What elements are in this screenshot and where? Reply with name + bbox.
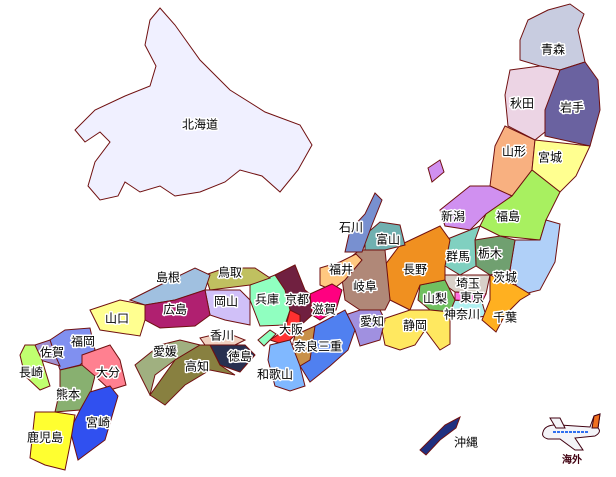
- prefecture-shape[interactable]: [474, 235, 516, 276]
- prefecture-45[interactable]: [29, 411, 76, 471]
- prefecture-17[interactable]: [379, 309, 451, 351]
- prefecture-6[interactable]: [427, 159, 514, 231]
- prefecture-shape[interactable]: [267, 339, 306, 392]
- prefecture-shape[interactable]: [149, 344, 236, 406]
- prefecture-shape[interactable]: [519, 3, 586, 71]
- prefecture-34[interactable]: [89, 299, 146, 337]
- prefecture-shape[interactable]: [69, 385, 119, 461]
- prefecture-shape[interactable]: [449, 299, 487, 321]
- overseas-label: 海外: [562, 453, 582, 466]
- prefecture-1[interactable]: [519, 3, 586, 71]
- prefecture-20[interactable]: [364, 221, 406, 251]
- prefecture-29[interactable]: [249, 274, 291, 347]
- prefecture-shape[interactable]: [204, 289, 251, 326]
- prefecture-shape[interactable]: [74, 7, 313, 201]
- prefecture-shape[interactable]: [204, 267, 272, 291]
- prefecture-21[interactable]: [344, 192, 383, 253]
- prefecture-44[interactable]: [69, 385, 119, 461]
- prefecture-22[interactable]: [319, 253, 363, 291]
- prefecture-shape[interactable]: [419, 415, 461, 456]
- prefecture-38[interactable]: [149, 344, 236, 406]
- prefecture-shape[interactable]: [299, 309, 356, 383]
- prefecture-shape[interactable]: [29, 411, 76, 471]
- prefecture-5[interactable]: [531, 139, 591, 193]
- prefecture-9[interactable]: [474, 235, 516, 276]
- airplane-icon: [542, 413, 601, 451]
- prefecture-33[interactable]: [144, 289, 211, 329]
- prefecture-10[interactable]: [444, 225, 481, 276]
- overseas-link[interactable]: 海外: [542, 413, 601, 466]
- prefecture-shape[interactable]: [199, 331, 247, 346]
- prefecture-13[interactable]: [449, 299, 487, 321]
- prefecture-11[interactable]: [444, 274, 491, 295]
- prefecture-shape[interactable]: [249, 274, 291, 327]
- prefecture-0[interactable]: [74, 7, 313, 201]
- prefecture-shape[interactable]: [364, 221, 406, 251]
- prefecture-shape[interactable]: [444, 274, 491, 295]
- prefecture-shape[interactable]: [89, 299, 146, 337]
- prefecture-shape[interactable]: [19, 344, 51, 391]
- prefecture-shape[interactable]: [379, 309, 451, 351]
- prefecture-35[interactable]: [199, 331, 247, 346]
- prefecture-shape[interactable]: [344, 192, 383, 253]
- prefecture-28[interactable]: [267, 339, 306, 392]
- prefecture-shape[interactable]: [444, 225, 481, 276]
- prefecture-46[interactable]: [419, 415, 461, 456]
- prefecture-shape[interactable]: [319, 253, 363, 291]
- prefecture-shape[interactable]: [144, 289, 211, 329]
- prefecture-shape[interactable]: [427, 159, 445, 183]
- prefecture-shape[interactable]: [257, 329, 277, 347]
- prefecture-25[interactable]: [299, 309, 356, 383]
- prefecture-shape[interactable]: [544, 61, 601, 147]
- prefecture-41[interactable]: [19, 344, 51, 391]
- prefecture-label: 沖縄: [454, 435, 478, 450]
- prefecture-14[interactable]: [481, 274, 531, 333]
- prefecture-30[interactable]: [204, 289, 251, 326]
- prefecture-3[interactable]: [544, 61, 601, 147]
- prefecture-31[interactable]: [204, 267, 272, 291]
- prefecture-shape[interactable]: [531, 139, 591, 193]
- prefecture-shape[interactable]: [481, 274, 531, 333]
